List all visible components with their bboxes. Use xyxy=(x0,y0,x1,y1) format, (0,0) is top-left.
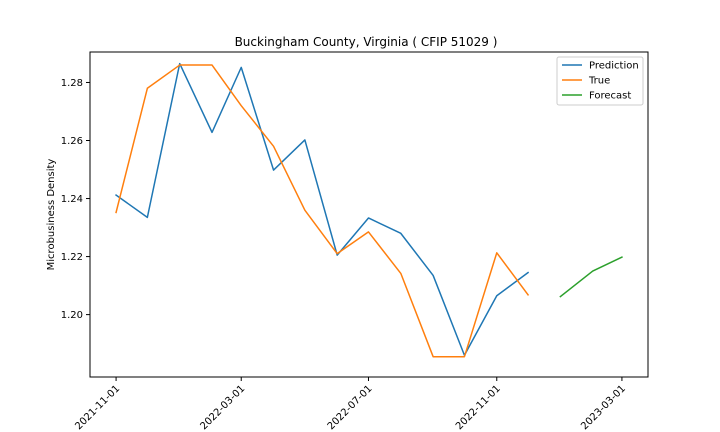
x-tick-label: 2022-03-01 xyxy=(198,383,247,432)
x-tick-label: 2022-07-01 xyxy=(326,383,375,432)
legend: Prediction True Forecast xyxy=(556,56,644,106)
series-line-forecast xyxy=(559,256,623,298)
x-tick-label: 2021-11-01 xyxy=(73,383,122,432)
series-line-true xyxy=(115,64,530,358)
x-tick-label: 2023-03-01 xyxy=(579,383,628,432)
y-axis: 1.20 1.22 1.24 1.26 1.28 xyxy=(61,78,90,321)
y-tick-label: 1.22 xyxy=(61,252,83,263)
legend-box xyxy=(556,56,644,106)
legend-label-forecast: Forecast xyxy=(589,91,631,102)
legend-label-prediction: Prediction xyxy=(589,61,639,72)
y-axis-label: Microbusiness Density xyxy=(46,159,57,271)
series-layer xyxy=(115,62,623,358)
y-tick-label: 1.24 xyxy=(61,194,83,205)
y-tick-label: 1.28 xyxy=(61,78,83,89)
legend-label-true: True xyxy=(588,76,610,87)
x-axis: 2021-11-01 2022-03-01 2022-07-01 2022-11-01… xyxy=(73,377,628,432)
chart-title: Buckingham County, Virginia ( CFIP 51029… xyxy=(235,35,498,49)
y-tick-label: 1.20 xyxy=(61,310,83,321)
y-tick-label: 1.26 xyxy=(61,136,83,147)
plot-area-frame xyxy=(89,51,649,378)
x-tick-label: 2022-11-01 xyxy=(454,383,503,432)
series-line-prediction xyxy=(115,62,530,356)
